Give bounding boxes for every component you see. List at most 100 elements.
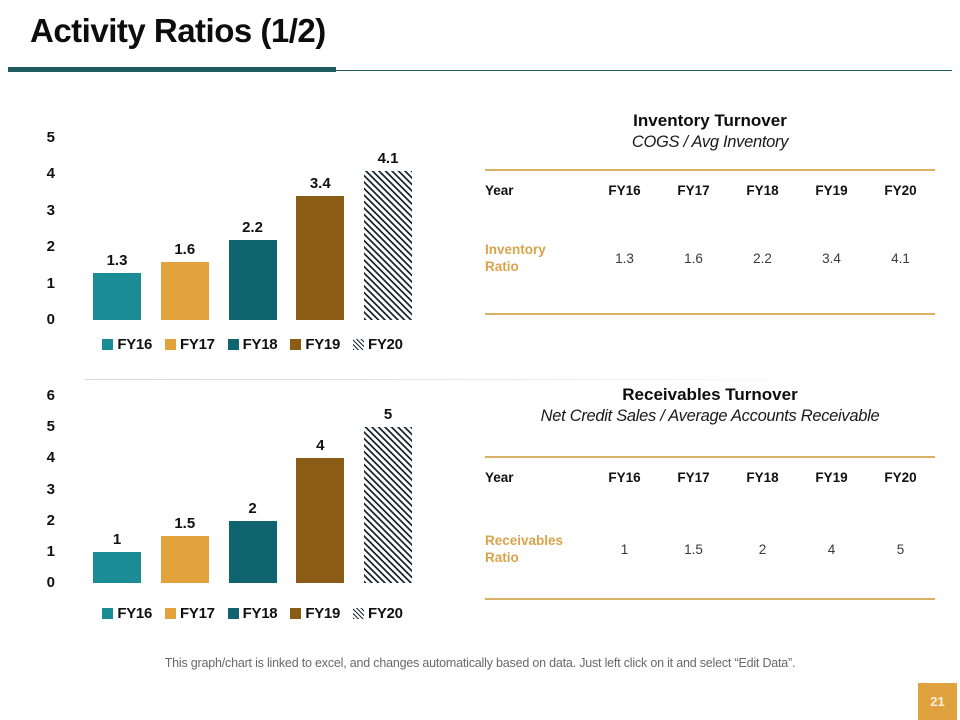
legend-item-FY17: FY17 — [165, 336, 215, 353]
legend-item-FY19: FY19 — [290, 336, 340, 353]
table-header-cell: Year — [485, 470, 514, 485]
y-axis-tick: 1 — [46, 274, 55, 292]
bar-FY18 — [228, 239, 277, 320]
table-header-cell: FY19 — [815, 470, 848, 485]
legend-item-FY19: FY19 — [290, 605, 340, 622]
bar-group-FY19: 4 — [295, 437, 345, 583]
bar-group-FY20: 4.1 — [363, 150, 413, 320]
legend-label: FY17 — [180, 605, 215, 622]
bar-value-label: 4.1 — [377, 149, 399, 167]
table-header-cell: FY19 — [815, 183, 848, 198]
bar-value-label: 1.5 — [174, 515, 196, 533]
bar-value-label: 1 — [112, 530, 122, 548]
legend-item-FY20: FY20 — [352, 336, 403, 353]
y-axis-tick: 0 — [46, 311, 55, 328]
table-title: Receivables Turnover — [622, 385, 798, 404]
receivables-turnover-chart[interactable]: 0 1 2 3 4 5 6 1 1.5 2 4 5 FY16 FY17 FY18 FY19 FY20 — [25, 385, 460, 635]
legend-marker-icon — [227, 608, 239, 619]
bar-FY17 — [160, 261, 209, 320]
table-value-cell: 1.5 — [684, 541, 703, 557]
footer-note: This graph/chart is linked to excel, and… — [164, 656, 796, 670]
bar-group-FY16: 1 — [92, 531, 142, 583]
table-header-cell: FY17 — [677, 470, 710, 485]
table-rule-bottom — [485, 313, 935, 315]
table-subtitle: Net Credit Sales / Average Accounts Rece… — [540, 407, 880, 425]
bar-FY16 — [93, 551, 141, 583]
legend-label: FY18 — [242, 605, 278, 622]
y-axis-tick: 4 — [46, 165, 55, 183]
legend-marker-icon — [352, 608, 364, 619]
table-rule-top — [485, 456, 935, 458]
table-title: Inventory Turnover — [633, 111, 787, 130]
y-axis-tick: 5 — [46, 418, 55, 436]
bar-FY17 — [160, 536, 209, 583]
bar-group-FY20: 5 — [363, 406, 413, 583]
y-axis-tick: 0 — [46, 574, 55, 591]
bar-value-label: 3.4 — [309, 175, 331, 193]
section-divider — [85, 379, 855, 380]
legend-item-FY18: FY18 — [227, 605, 278, 622]
legend-label: FY19 — [305, 605, 340, 622]
legend-label: FY17 — [180, 336, 215, 353]
bar-FY19 — [296, 458, 345, 583]
bar-group-FY17: 1.6 — [160, 241, 210, 320]
bar-group-FY18: 2 — [228, 500, 278, 583]
plot-area: 1 1.5 2 4 5 — [85, 396, 420, 583]
legend-marker-icon — [290, 339, 302, 350]
chart-legend: FY16 FY17 FY18 FY19 FY20 — [85, 336, 420, 353]
legend-marker-icon — [165, 608, 177, 619]
y-axis-tick: 2 — [46, 511, 55, 529]
y-axis: 0 1 2 3 4 5 6 — [25, 385, 69, 591]
table-header-cell: Year — [485, 183, 514, 198]
table-data-row: Receivables Ratio 1 1.5 2 4 5 — [485, 532, 935, 566]
table-value-cell: 1 — [620, 541, 629, 557]
y-axis-tick: 5 — [46, 129, 55, 146]
bar-value-label: 2 — [248, 499, 257, 517]
page-title: Activity Ratios (1/2) — [30, 12, 326, 49]
bar-value-label: 5 — [383, 406, 393, 424]
table-value-cell: 1.3 — [615, 250, 634, 266]
legend-item-FY16: FY16 — [102, 605, 152, 622]
bar-group-FY16: 1.3 — [92, 252, 142, 320]
bar-group-FY18: 2.2 — [228, 219, 278, 320]
table-header-row: Year FY16 FY17 FY18 FY19 FY20 — [485, 182, 935, 199]
table-header-cell: FY18 — [746, 183, 779, 198]
table-value-cell: 3.4 — [822, 250, 841, 266]
receivables-turnover-table: Receivables Turnover Net Credit Sales / … — [485, 384, 935, 600]
table-row-label: Receivables Ratio — [485, 533, 564, 565]
bar-FY19 — [296, 196, 345, 320]
table-header-cell: FY16 — [608, 470, 641, 485]
legend-marker-icon — [290, 608, 302, 619]
legend-label: FY16 — [117, 336, 153, 353]
bar-FY20 — [364, 427, 412, 583]
table-header-cell: FY18 — [746, 470, 779, 485]
table-value-cell: 5 — [896, 541, 905, 557]
table-value-cell: 2 — [758, 541, 767, 557]
legend-marker-icon — [102, 339, 114, 350]
inventory-turnover-table: Inventory Turnover COGS / Avg Inventory … — [485, 110, 935, 315]
legend-marker-icon — [227, 339, 239, 350]
table-value-cell: 4.1 — [891, 250, 910, 266]
table-rule-top — [485, 169, 935, 171]
y-axis-tick: 1 — [46, 542, 55, 560]
y-axis-tick: 6 — [46, 387, 55, 404]
legend-label: FY19 — [305, 336, 340, 353]
bar-value-label: 4 — [316, 437, 325, 455]
table-data-row: Inventory Ratio 1.3 1.6 2.2 3.4 4.1 — [485, 241, 935, 275]
bar-value-label: 1.6 — [174, 240, 196, 258]
table-row-label: Inventory Ratio — [485, 242, 546, 274]
bar-group-FY19: 3.4 — [295, 175, 345, 320]
y-axis-tick: 2 — [46, 238, 55, 256]
legend-item-FY17: FY17 — [165, 605, 215, 622]
y-axis-tick: 3 — [46, 480, 55, 498]
table-header-cell: FY20 — [884, 183, 917, 198]
chart-legend: FY16 FY17 FY18 FY19 FY20 — [85, 605, 420, 622]
legend-label: FY20 — [367, 605, 403, 622]
bar-FY18 — [228, 520, 277, 583]
bar-group-FY17: 1.5 — [160, 515, 210, 583]
table-value-cell: 4 — [827, 541, 836, 557]
table-header-cell: FY16 — [608, 183, 641, 198]
legend-label: FY20 — [367, 336, 403, 353]
